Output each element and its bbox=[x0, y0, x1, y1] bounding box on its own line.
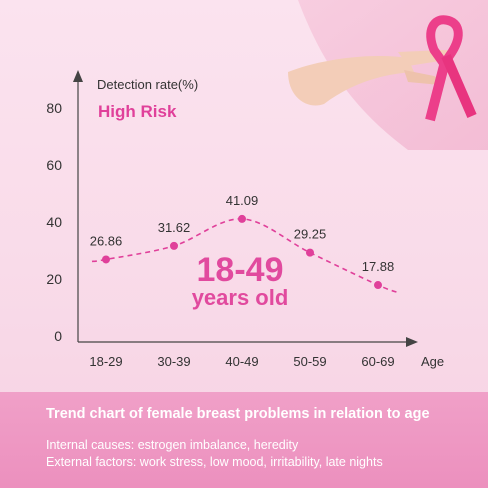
data-label: 26.86 bbox=[90, 233, 123, 248]
pink-ribbon-icon bbox=[425, 15, 477, 122]
data-label: 41.09 bbox=[226, 193, 259, 208]
y-tick-label: 20 bbox=[46, 271, 62, 287]
annotation-high-risk: High Risk bbox=[98, 102, 177, 121]
y-tick-label: 60 bbox=[46, 157, 62, 173]
data-label: 31.62 bbox=[158, 220, 191, 235]
y-tick-label: 80 bbox=[46, 100, 62, 116]
line-chart: Detection rate(%) Age High Risk 0 20 40 60 8… bbox=[46, 70, 444, 369]
x-tick-labels: 18-29 30-39 40-49 50-59 60-69 bbox=[89, 354, 394, 369]
x-axis-arrow bbox=[406, 337, 418, 347]
footer-internal-causes: Internal causes: estrogen imbalance, her… bbox=[46, 438, 299, 452]
data-label: 29.25 bbox=[294, 227, 327, 242]
x-tick-label: 40-49 bbox=[225, 354, 258, 369]
footer-panel: Trend chart of female breast problems in… bbox=[0, 392, 488, 488]
data-point bbox=[102, 255, 110, 264]
data-label: 17.88 bbox=[362, 259, 395, 274]
y-tick-labels: 0 20 40 60 80 bbox=[46, 100, 62, 344]
y-tick-label: 40 bbox=[46, 214, 62, 230]
x-tick-label: 60-69 bbox=[361, 354, 394, 369]
x-tick-label: 30-39 bbox=[157, 354, 190, 369]
data-points bbox=[102, 214, 382, 290]
footer-title: Trend chart of female breast problems in… bbox=[46, 406, 430, 422]
x-tick-label: 18-29 bbox=[89, 354, 122, 369]
data-point bbox=[374, 281, 382, 290]
data-point bbox=[306, 248, 314, 257]
highlight-range: 18-49 bbox=[197, 251, 284, 289]
y-axis-title: Detection rate(%) bbox=[97, 77, 198, 92]
x-tick-label: 50-59 bbox=[293, 354, 326, 369]
y-axis-arrow bbox=[73, 70, 83, 82]
x-axis-title: Age bbox=[421, 354, 444, 369]
hero-ribbon-illustration bbox=[288, 0, 488, 150]
y-tick-label: 0 bbox=[54, 328, 62, 344]
data-labels: 26.86 31.62 41.09 29.25 17.88 bbox=[90, 193, 395, 274]
data-point bbox=[170, 241, 178, 250]
highlight-unit: years old bbox=[192, 285, 289, 310]
data-point bbox=[238, 214, 246, 223]
footer-external-factors: External factors: work stress, low mood,… bbox=[46, 455, 383, 469]
